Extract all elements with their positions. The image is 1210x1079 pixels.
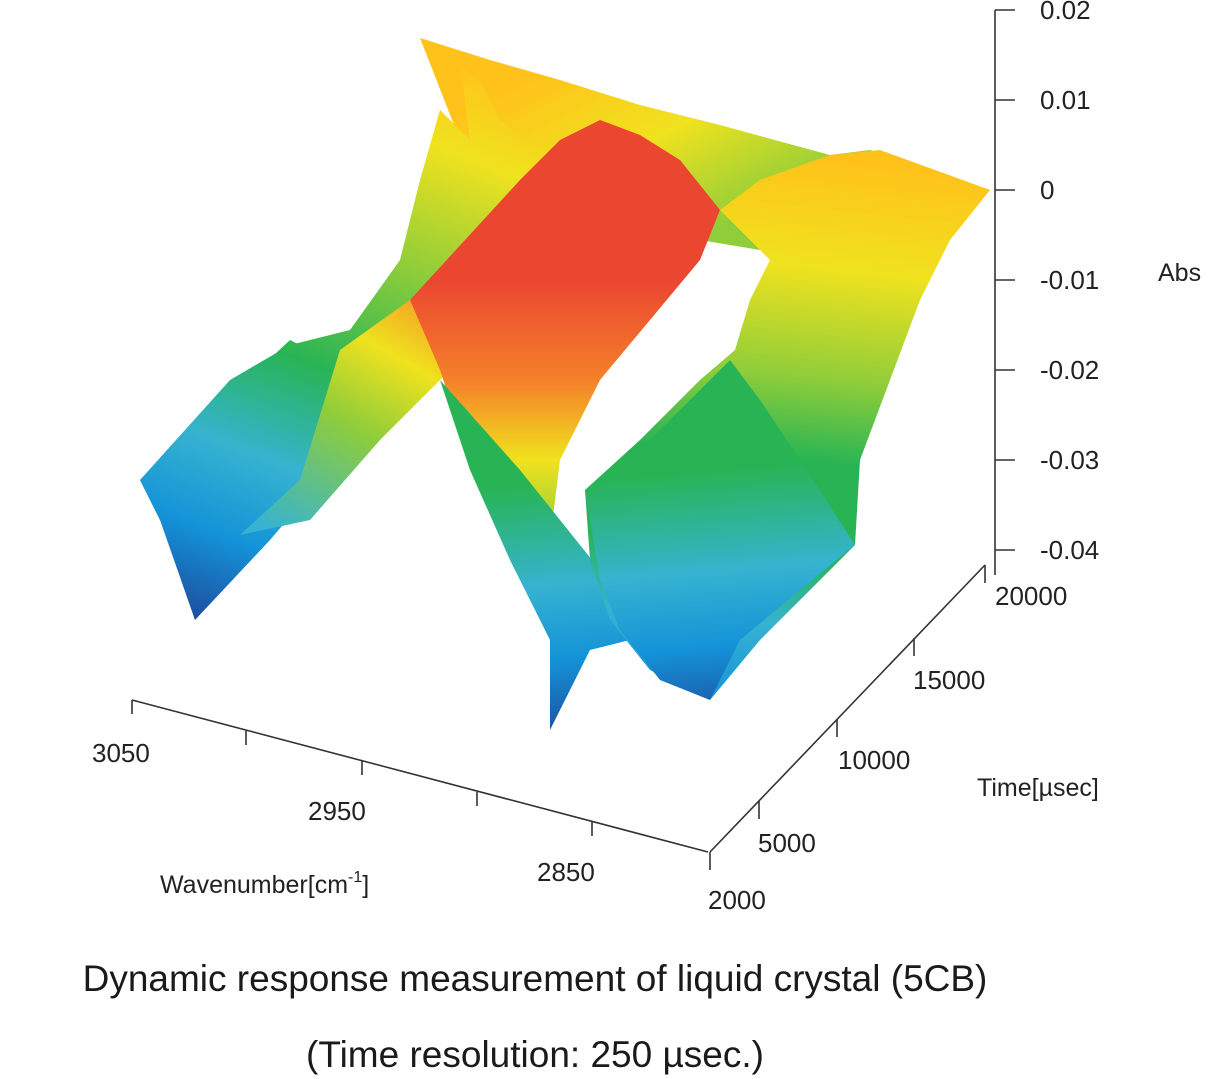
wavenumber-title-sup: -1 — [348, 869, 362, 886]
surface-left-shelf — [140, 340, 330, 620]
wavenumber-title-main: Wavenumber[cm — [160, 871, 348, 899]
wavenumber-axis-title: Wavenumber[cm-1] — [160, 869, 369, 899]
wavenumber-title-end: ] — [362, 871, 369, 899]
z-axis-tick-label: -0.01 — [1040, 265, 1099, 295]
z-axis-title: Abs — [1158, 259, 1201, 287]
z-axis-ticks: 0.02 0.01 0 -0.01 -0.02 -0.03 -0.04 — [995, 0, 1099, 565]
wavenumber-axis-tick-label: 2950 — [308, 796, 366, 826]
time-axis-tick-label: 5000 — [758, 828, 816, 858]
z-axis-tick-label: 0.02 — [1040, 0, 1091, 25]
time-axis-line — [709, 564, 986, 853]
z-axis-tick-label: -0.04 — [1040, 535, 1099, 565]
surface-plot — [140, 38, 990, 730]
time-axis-tick-label: 10000 — [838, 745, 910, 775]
wavenumber-axis-tick-label: 2850 — [537, 857, 595, 887]
caption-subtitle: (Time resolution: 250 µsec.) — [306, 1034, 764, 1075]
surface-peak-valley — [440, 380, 630, 730]
time-axis-tick-label: 15000 — [913, 665, 985, 695]
wavenumber-axis-line — [131, 699, 709, 853]
time-axis-ticks: 2000 5000 10000 15000 20000 — [708, 565, 1067, 915]
wavenumber-axis-tick-label: 3050 — [92, 738, 150, 768]
wavenumber-axis-ticks: 3050 2950 2850 — [92, 700, 595, 887]
z-axis-tick-label: 0.01 — [1040, 85, 1091, 115]
surface-right-valley — [585, 360, 855, 700]
z-axis-tick-label: 0 — [1040, 175, 1054, 205]
time-axis-title: Time[µsec] — [977, 774, 1099, 802]
time-axis-tick-label: 2000 — [708, 885, 766, 915]
surface-left-wall — [140, 38, 540, 620]
chart-3d-surface: 0.02 0.01 0 -0.01 -0.02 -0.03 -0.04 2000 5000 10… — [92, 0, 1201, 915]
caption-title: Dynamic response measurement of liquid c… — [82, 958, 988, 999]
axes: 0.02 0.01 0 -0.01 -0.02 -0.03 -0.04 2000 5000 10… — [92, 0, 1201, 915]
time-axis-tick-label: 20000 — [995, 581, 1067, 611]
z-axis-tick-label: -0.03 — [1040, 445, 1099, 475]
z-axis-tick-label: -0.02 — [1040, 355, 1099, 385]
